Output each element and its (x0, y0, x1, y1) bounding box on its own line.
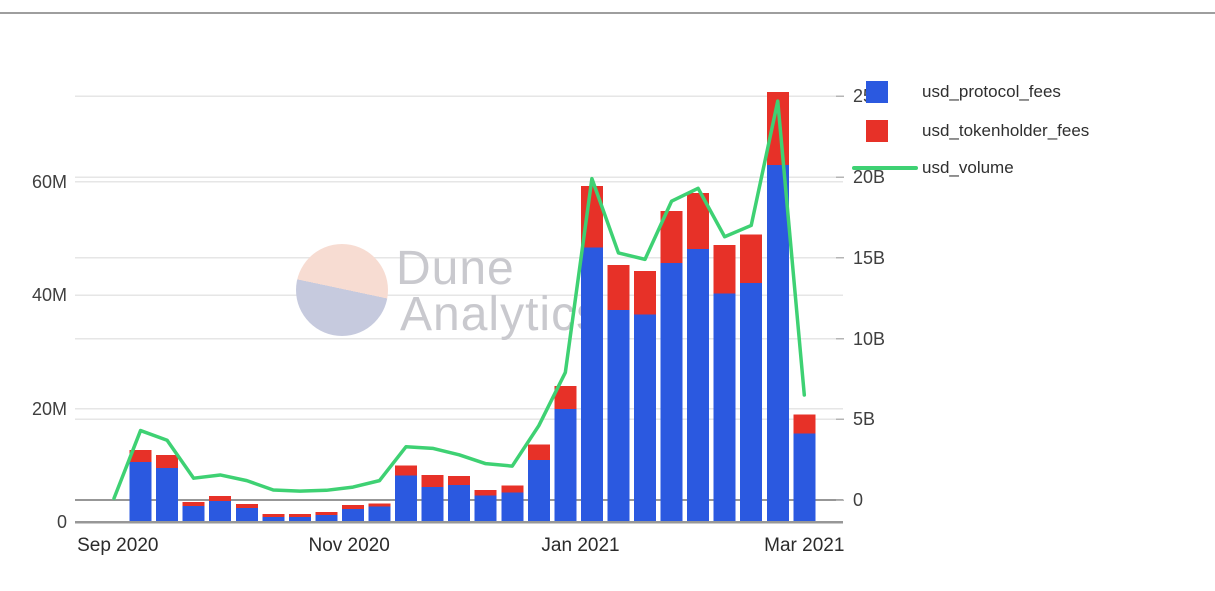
bar-usd-protocol-fees (209, 501, 232, 522)
bar-usd-tokenholder-fees (395, 465, 418, 476)
bar-usd-tokenholder-fees (129, 449, 152, 462)
bar-usd-protocol-fees (634, 314, 656, 522)
bar-usd-protocol-fees (288, 516, 311, 522)
bar-usd-tokenholder-fees (235, 503, 258, 508)
bar-usd-protocol-fees (448, 485, 471, 522)
bar-usd-protocol-fees (182, 506, 205, 522)
bar-usd-protocol-fees (262, 516, 285, 522)
bar-usd-protocol-fees (235, 507, 258, 522)
left-axis-tick-label: 40M (31, 285, 67, 305)
bar-usd-tokenholder-fees (501, 485, 524, 493)
usd_volume-line-sample-icon (852, 166, 918, 170)
left-axis-tick-label: 60M (31, 171, 67, 192)
x-axis-tick-label: Mar 2021 (764, 535, 845, 556)
right-axis-tick-label: 15B (853, 247, 886, 268)
bar-usd-protocol-fees (156, 468, 179, 522)
right-axis-tick-label: 20B (853, 167, 886, 187)
bar-usd-tokenholder-fees (554, 385, 577, 410)
x-axis-tick-label: Sep 2020 (77, 535, 159, 556)
bar-usd-protocol-fees (395, 475, 418, 522)
legend-label: usd_protocol_fees (922, 82, 1061, 101)
bar-usd-protocol-fees (607, 309, 630, 522)
dune-analytics-logo-icon (296, 244, 388, 336)
legend-label: usd_volume (922, 158, 1014, 177)
line-usd-volume (112, 99, 807, 501)
x-axis-tick-label: Jan 2021 (541, 535, 620, 556)
bar-usd-tokenholder-fees (156, 455, 179, 469)
bar-usd-tokenholder-fees (182, 502, 205, 507)
right-axis-tick-label: 0 (853, 490, 864, 510)
watermark-analytics: Analytics (400, 288, 602, 341)
bar-usd-tokenholder-fees (634, 271, 656, 315)
watermark-dune: Dune (396, 242, 515, 295)
bar-usd-protocol-fees (793, 433, 816, 522)
bar-usd-tokenholder-fees (288, 514, 311, 517)
bar-usd-protocol-fees (368, 506, 391, 522)
bar-usd-tokenholder-fees (713, 245, 736, 294)
legend-label: usd_tokenholder_fees (922, 121, 1090, 140)
right-axis-tick-label: 10B (853, 328, 886, 349)
bar-usd-tokenholder-fees (448, 476, 471, 486)
bar-usd-protocol-fees (315, 515, 338, 522)
right-axis-tick-label: 5B (853, 409, 876, 430)
bar-usd-tokenholder-fees (527, 444, 550, 461)
bar-usd-protocol-fees (129, 461, 152, 522)
bar-usd-protocol-fees (740, 283, 763, 522)
left-axis-tick-label: 0 (56, 512, 67, 532)
usd_tokenholder_fees-swatch-icon (866, 120, 888, 142)
bar-usd-tokenholder-fees (262, 514, 285, 517)
left-axis-tick-label: 20M (31, 398, 67, 419)
bar-usd-protocol-fees (766, 165, 789, 523)
bar-usd-protocol-fees (474, 495, 497, 522)
bar-usd-protocol-fees (660, 263, 683, 522)
bar-usd-tokenholder-fees (687, 192, 710, 250)
bar-usd-tokenholder-fees (209, 495, 232, 502)
bar-usd-tokenholder-fees (341, 504, 364, 509)
bar-usd-protocol-fees (501, 492, 524, 522)
bar-usd-protocol-fees (421, 486, 444, 522)
top-divider-line (0, 12, 1215, 14)
bar-usd-protocol-fees (580, 247, 603, 522)
bar-usd-tokenholder-fees (474, 490, 497, 496)
bar-usd-tokenholder-fees (740, 234, 763, 284)
legend-item-usd_volume[interactable]: usd_volume (846, 157, 1146, 187)
bar-usd-tokenholder-fees (793, 414, 816, 434)
bar-usd-tokenholder-fees (660, 211, 683, 264)
usd_protocol_fees-swatch-icon (866, 81, 888, 103)
bar-usd-tokenholder-fees (315, 511, 338, 516)
bar-usd-protocol-fees (554, 409, 577, 522)
bar-usd-tokenholder-fees (607, 264, 630, 310)
legend-item-usd_tokenholder_fees[interactable]: usd_tokenholder_fees (846, 120, 1146, 150)
x-axis-tick-label: Nov 2020 (308, 535, 390, 556)
bar-usd-protocol-fees (687, 249, 710, 522)
bar-usd-tokenholder-fees (368, 503, 391, 507)
bar-usd-protocol-fees (527, 460, 550, 522)
bar-usd-tokenholder-fees (421, 474, 444, 487)
bar-usd-protocol-fees (713, 293, 736, 522)
legend-item-usd_protocol_fees[interactable]: usd_protocol_fees (846, 81, 1146, 111)
bar-usd-protocol-fees (341, 508, 364, 522)
bar-usd-tokenholder-fees (580, 186, 603, 248)
